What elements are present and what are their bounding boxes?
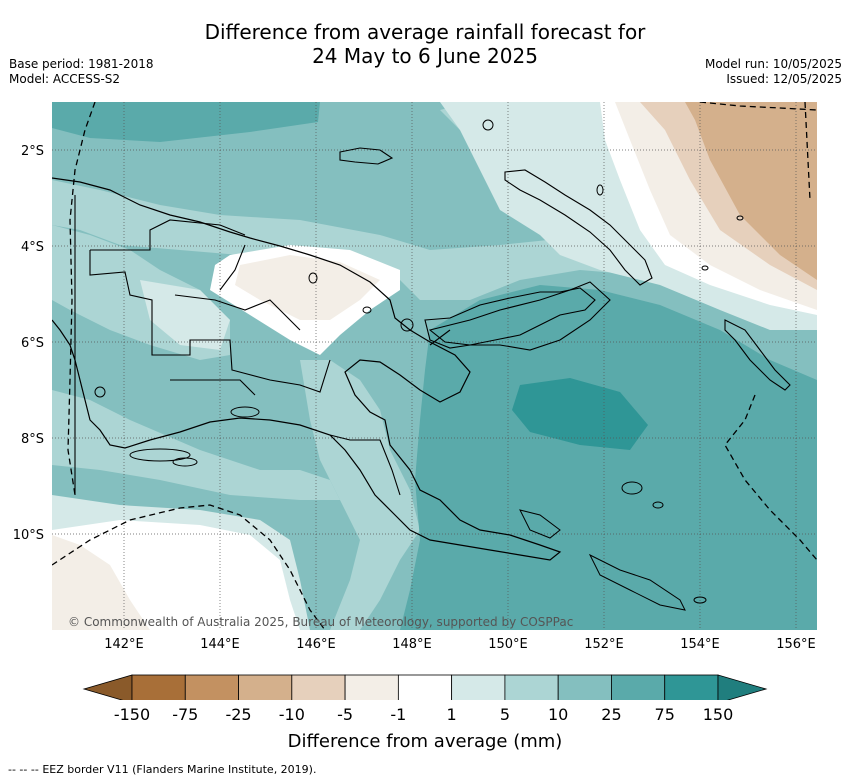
model-name: Model: ACCESS-S2 xyxy=(9,72,121,86)
lon-label: 150°E xyxy=(488,637,528,652)
colorbar xyxy=(82,674,768,700)
rainfall-map: © Commonwealth of Australia 2025, Bureau… xyxy=(13,102,817,700)
colorbar-tick-label: -75 xyxy=(172,705,199,724)
colorbar-bin xyxy=(397,674,453,700)
field-very-light-west xyxy=(140,280,230,350)
field-nw-wet xyxy=(52,102,320,142)
colorbar-bin xyxy=(611,674,666,700)
lon-label: 146°E xyxy=(296,637,336,652)
colorbar-bin xyxy=(184,674,239,700)
graticule xyxy=(52,102,817,630)
colorbar-tick-label: -150 xyxy=(113,705,151,724)
longitude-labels: 142°E 144°E 146°E 148°E 150°E 152°E 154°… xyxy=(104,637,816,652)
land-boundaries xyxy=(74,195,451,496)
lon-label: 152°E xyxy=(584,637,624,652)
colorbar-tick-label: 10 xyxy=(547,705,569,724)
lat-label: 10°S xyxy=(13,528,44,543)
colorbar-tick-label: 150 xyxy=(702,705,734,724)
run-info: Model run: 10/05/2025 Issued: 12/05/2025 xyxy=(705,57,842,87)
lon-label: 148°E xyxy=(392,637,432,652)
lat-label: 4°S xyxy=(21,240,44,255)
colorbar-bin xyxy=(504,674,559,700)
new-ireland-island xyxy=(504,169,653,286)
colorbar-bin xyxy=(557,674,612,700)
map-title: Difference from average rainfall forecas… xyxy=(0,20,850,68)
eez-borders xyxy=(52,102,817,630)
lon-label: 156°E xyxy=(776,637,816,652)
colorbar-tick-label: -10 xyxy=(278,705,305,724)
copyright-notice: © Commonwealth of Australia 2025, Bureau… xyxy=(68,615,573,629)
colorbar-title: Difference from average (mm) xyxy=(287,731,563,752)
colorbar-tick-label: -25 xyxy=(225,705,252,724)
colorbar-tick-label: 75 xyxy=(654,705,675,724)
map-field: © Commonwealth of Australia 2025, Bureau… xyxy=(52,102,817,630)
colorbar-tick-label: 5 xyxy=(499,705,510,724)
eez-legend: -- -- -- EEZ border V11 (Flanders Marine… xyxy=(8,763,316,776)
new-guinea-coastline xyxy=(52,177,562,561)
colorbar-bin xyxy=(451,674,506,700)
small-islands xyxy=(94,119,744,611)
manus-island xyxy=(339,147,394,165)
colorbar-bin xyxy=(664,674,719,700)
lat-label: 8°S xyxy=(21,432,44,447)
model-run: Model run: 10/05/2025 xyxy=(704,57,842,71)
lat-label: 6°S xyxy=(21,336,44,351)
colorbar-tick-label: -5 xyxy=(337,705,354,724)
issued-date: Issued: 12/05/2025 xyxy=(726,72,842,86)
huon-coastline xyxy=(428,281,611,351)
colorbar-bin xyxy=(344,674,399,700)
field-dry-sw xyxy=(52,535,150,630)
lon-label: 142°E xyxy=(104,637,144,652)
title-line-1: Difference from average rainfall forecas… xyxy=(204,20,646,44)
eez-legend-text: EEZ border V11 (Flanders Marine Institut… xyxy=(42,763,317,776)
lon-label: 144°E xyxy=(200,637,240,652)
colorbar-extend-low xyxy=(82,674,133,700)
title-line-2: 24 May to 6 June 2025 xyxy=(312,44,538,68)
field-dry-ne-3 xyxy=(685,102,817,280)
base-period: Base period: 1981-2018 xyxy=(9,57,154,71)
field-wet-east xyxy=(400,285,817,630)
eez-legend-symbol: -- -- -- xyxy=(8,763,39,776)
field-light-south xyxy=(300,360,420,630)
colorbar-bin xyxy=(238,674,293,700)
lon-label: 154°E xyxy=(680,637,720,652)
new-britain-island xyxy=(424,287,596,349)
model-info: Base period: 1981-2018 Model: ACCESS-S2 xyxy=(9,57,154,87)
colorbar-extend-high xyxy=(717,674,768,700)
colorbar-tick-label: -1 xyxy=(390,705,407,724)
bougainville-island xyxy=(724,319,791,391)
colorbar-bin xyxy=(291,674,346,700)
field-wet-core xyxy=(512,378,648,450)
colorbar-tick-label: 1 xyxy=(446,705,457,724)
latitude-labels: 2°S 4°S 6°S 8°S 10°S xyxy=(13,144,44,543)
colorbar-bin xyxy=(131,674,186,700)
colorbar-tick-label: 25 xyxy=(601,705,622,724)
lat-label: 2°S xyxy=(21,144,44,159)
field-dry-centre xyxy=(235,255,380,320)
